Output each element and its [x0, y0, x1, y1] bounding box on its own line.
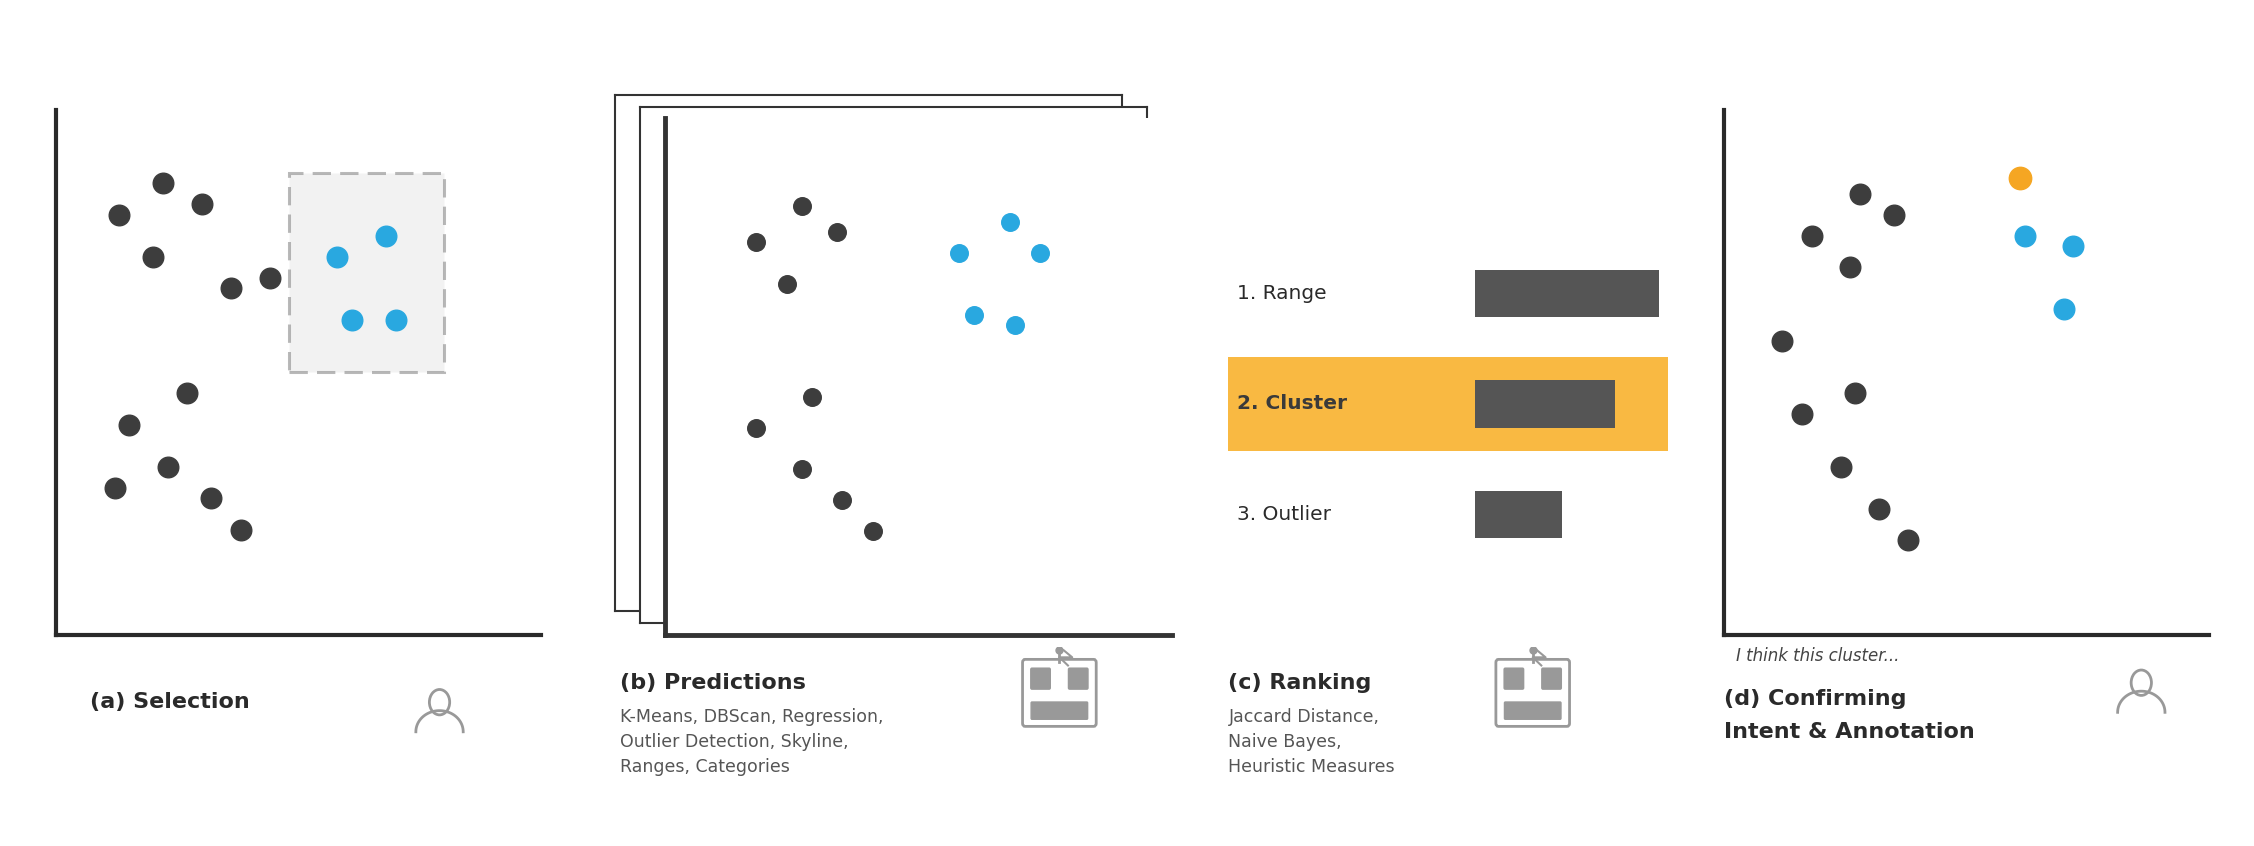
Point [149, 460, 185, 474]
Point [223, 523, 259, 536]
Point [320, 250, 356, 264]
Point [194, 492, 230, 505]
Point [252, 271, 289, 284]
Point [1875, 208, 1911, 222]
FancyBboxPatch shape [1474, 270, 1659, 317]
Text: Jaccard Distance,
Naive Bayes,
Heuristic Measures: Jaccard Distance, Naive Bayes, Heuristic… [1228, 708, 1395, 776]
Point [1023, 246, 1059, 260]
Point [212, 282, 248, 295]
Point [2047, 303, 2083, 316]
Point [185, 198, 221, 212]
Point [1842, 187, 1878, 201]
Point [1765, 334, 1801, 348]
Point [169, 387, 205, 400]
FancyBboxPatch shape [1497, 659, 1569, 727]
Text: 3. Outlier: 3. Outlier [1237, 504, 1332, 524]
FancyBboxPatch shape [1542, 668, 1562, 689]
Point [110, 418, 147, 431]
Point [942, 246, 978, 260]
Text: I think this cluster...: I think this cluster... [1736, 647, 1898, 665]
FancyBboxPatch shape [1023, 659, 1095, 727]
FancyBboxPatch shape [289, 173, 444, 372]
FancyBboxPatch shape [1068, 668, 1089, 689]
Text: (d) Confirming: (d) Confirming [1724, 689, 1907, 710]
FancyBboxPatch shape [1474, 491, 1562, 538]
Text: Intent & Annotation: Intent & Annotation [1724, 722, 1975, 742]
Point [854, 525, 890, 538]
Point [996, 318, 1032, 332]
Point [379, 313, 415, 327]
Point [825, 493, 861, 507]
Point [1783, 408, 1819, 421]
Point [739, 421, 775, 435]
Point [784, 200, 820, 213]
Point [739, 235, 775, 249]
Point [1833, 261, 1869, 274]
Point [1823, 460, 1860, 474]
Text: 2. Cluster: 2. Cluster [1237, 394, 1348, 414]
Point [769, 277, 805, 290]
FancyBboxPatch shape [1030, 668, 1050, 689]
Point [1794, 229, 1830, 243]
Point [2006, 229, 2042, 243]
Point [334, 313, 370, 327]
Point [793, 390, 829, 404]
Point [1891, 533, 1927, 547]
Point [1837, 387, 1873, 400]
Text: (c) Ranking: (c) Ranking [1228, 673, 1373, 693]
Point [820, 225, 857, 239]
Point [135, 250, 171, 264]
Point [144, 177, 180, 190]
FancyBboxPatch shape [1219, 357, 1677, 451]
FancyBboxPatch shape [1030, 702, 1089, 719]
FancyBboxPatch shape [1474, 381, 1616, 427]
Point [1862, 502, 1898, 515]
Circle shape [2132, 670, 2153, 695]
Point [2002, 172, 2038, 185]
Point [992, 215, 1028, 228]
Point [784, 463, 820, 476]
Point [101, 208, 137, 222]
FancyBboxPatch shape [1503, 702, 1562, 719]
Text: 1. Range: 1. Range [1237, 284, 1328, 304]
Text: K-Means, DBScan, Regression,
Outlier Detection, Skyline,
Ranges, Categories: K-Means, DBScan, Regression, Outlier Det… [620, 708, 884, 776]
Circle shape [428, 689, 451, 715]
Text: (a) Selection: (a) Selection [90, 692, 250, 712]
Point [2056, 239, 2092, 253]
Point [367, 229, 403, 243]
Text: (b) Predictions: (b) Predictions [620, 673, 805, 693]
Point [97, 481, 133, 494]
Point [956, 308, 992, 321]
FancyBboxPatch shape [1503, 668, 1524, 689]
